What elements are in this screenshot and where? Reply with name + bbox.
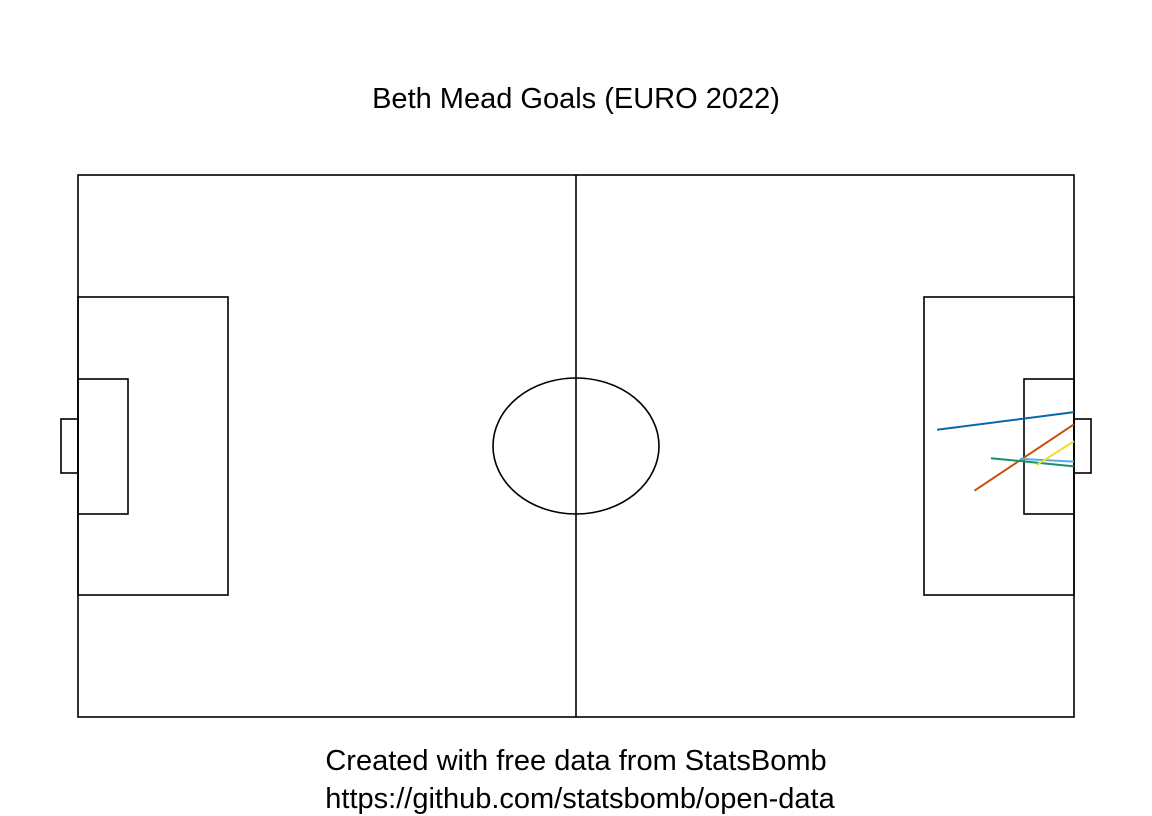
left-penalty-area	[77, 296, 229, 596]
right-goal	[1073, 418, 1092, 474]
shot-line-4	[1019, 457, 1075, 463]
shot-line-1	[936, 411, 1075, 431]
caption-credit: Created with free data from StatsBomb	[325, 745, 826, 777]
pitch-markings	[60, 174, 1092, 718]
chart-title: Beth Mead Goals (EURO 2022)	[372, 83, 780, 115]
shot-line-5	[1036, 440, 1075, 466]
shots-layer	[936, 411, 1075, 492]
caption-url: https://github.com/statsbomb/open-data	[325, 783, 835, 815]
left-six-yard-box	[77, 378, 129, 515]
shot-line-2	[973, 423, 1075, 492]
right-penalty-area	[923, 296, 1075, 596]
shot-line-3	[990, 457, 1075, 468]
center-circle	[492, 377, 660, 515]
left-goal	[60, 418, 79, 474]
